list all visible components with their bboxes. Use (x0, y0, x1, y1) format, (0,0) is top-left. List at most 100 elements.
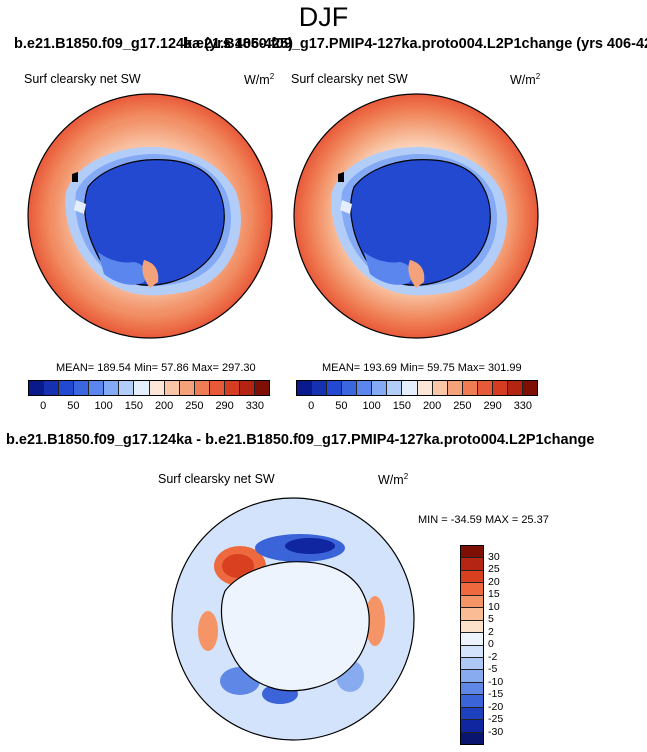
colorbar-swatch (74, 381, 90, 395)
colorbar-tick-label: 250 (185, 400, 204, 412)
colorbar-swatch (522, 381, 537, 395)
right-colorbar (296, 380, 538, 396)
colorbar-swatch (164, 381, 180, 395)
diff-units-label: W/m2 (378, 472, 409, 488)
colorbar-tick-label: 2 (488, 625, 494, 638)
antarctica-landmass (350, 159, 491, 286)
colorbar-swatch (297, 381, 313, 395)
colorbar-tick-label: 100 (362, 400, 381, 412)
colorbar-swatch (342, 381, 358, 395)
colorbar-tick-label: -2 (488, 650, 498, 663)
colorbar-tick-label: -20 (488, 700, 504, 713)
diff-variable-label: Surf clearsky net SW (158, 472, 275, 486)
colorbar-tick-label: 5 (488, 613, 494, 625)
colorbar-tick-label: 200 (154, 400, 174, 412)
left-colorbar (28, 380, 270, 396)
colorbar-swatch (507, 381, 523, 395)
colorbar-tick-label: 0 (40, 400, 47, 412)
colorbar-swatch (461, 645, 483, 658)
colorbar-tick-label: 10 (488, 600, 500, 613)
colorbar-tick-label: 50 (67, 400, 80, 412)
colorbar-tick-label: 330 (245, 400, 265, 412)
colorbar-swatch (254, 381, 269, 395)
colorbar-swatch (104, 381, 120, 395)
colorbar-swatch (402, 381, 418, 395)
colorbar-tick-label: -15 (488, 688, 504, 700)
colorbar-swatch (461, 608, 483, 621)
colorbar-swatch (417, 381, 433, 395)
colorbar-swatch (59, 381, 75, 395)
colorbar-tick-label: -5 (488, 663, 498, 675)
right-colorbar-ticks: 0 50 100 150 200 250 290 330 (296, 400, 538, 414)
colorbar-swatch (461, 633, 483, 646)
colorbar-tick-label: 250 (453, 400, 472, 412)
colorbar-swatch (462, 381, 478, 395)
right-stats: MEAN= 193.69 Min= 59.75 Max= 301.99 (322, 362, 522, 374)
colorbar-swatch (29, 381, 45, 395)
colorbar-swatch (179, 381, 195, 395)
left-stats: MEAN= 189.54 Min= 57.86 Max= 297.30 (56, 362, 256, 374)
colorbar-tick-label: 330 (513, 400, 533, 412)
colorbar-swatch (224, 381, 240, 395)
colorbar-tick-label: -10 (488, 675, 504, 688)
left-polar-map (27, 93, 273, 339)
colorbar-swatch (461, 695, 483, 708)
colorbar-swatch (461, 732, 483, 744)
antarctica-landmass (84, 159, 225, 286)
colorbar-tick-label: 50 (335, 400, 348, 412)
diff-colorbar-ticks: 30 25 20 15 10 5 2 0 -2 -5 -10 -15 -20 -25 -30 (488, 545, 528, 745)
colorbar-swatch (44, 381, 60, 395)
colorbar-swatch (357, 381, 373, 395)
colorbar-tick-label: 15 (488, 588, 500, 600)
right-polar-map (293, 93, 539, 339)
colorbar-tick-label: 100 (94, 400, 113, 412)
colorbar-swatch (372, 381, 388, 395)
colorbar-tick-label: 25 (488, 563, 500, 575)
colorbar-swatch (461, 558, 483, 571)
colorbar-swatch (119, 381, 135, 395)
colorbar-tick-label: 150 (392, 400, 412, 412)
colorbar-swatch (194, 381, 210, 395)
colorbar-tick-label: -25 (488, 713, 504, 725)
colorbar-swatch (89, 381, 105, 395)
left-colorbar-ticks: 0 50 100 150 200 250 290 330 (28, 400, 270, 414)
colorbar-swatch (461, 707, 483, 721)
colorbar-swatch (432, 381, 448, 395)
colorbar-swatch (447, 381, 463, 395)
diff-polar-map (171, 497, 415, 741)
colorbar-tick-label: 0 (308, 400, 315, 412)
left-variable-label: Surf clearsky net SW (24, 72, 141, 86)
colorbar-swatch (327, 381, 343, 395)
colorbar-swatch (461, 620, 483, 634)
left-units-label: W/m2 (244, 72, 275, 88)
colorbar-tick-label: 150 (124, 400, 144, 412)
right-variable-label: Surf clearsky net SW (291, 72, 408, 86)
colorbar-tick-label: 200 (422, 400, 442, 412)
colorbar-swatch (239, 381, 255, 395)
colorbar-swatch (312, 381, 328, 395)
colorbar-swatch (134, 381, 150, 395)
diff-title: b.e21.B1850.f09_g17.124ka - b.e21.B1850.… (6, 432, 595, 448)
colorbar-tick-label: 30 (488, 550, 500, 563)
colorbar-tick-label: 20 (488, 575, 500, 588)
diff-colorbar (460, 545, 484, 745)
diff-stats: MIN = -34.59 MAX = 25.37 (418, 514, 549, 526)
colorbar-swatch (461, 583, 483, 596)
colorbar-swatch (477, 381, 493, 395)
colorbar-swatch (461, 720, 483, 733)
colorbar-swatch (387, 381, 403, 395)
colorbar-swatch (461, 670, 483, 683)
colorbar-swatch (461, 546, 483, 559)
colorbar-swatch (461, 570, 483, 584)
colorbar-swatch (492, 381, 508, 395)
right-units-label: W/m2 (510, 72, 541, 88)
colorbar-swatch (209, 381, 225, 395)
colorbar-tick-label: 0 (488, 638, 494, 650)
colorbar-tick-label: 290 (483, 400, 502, 412)
colorbar-swatch (461, 657, 483, 671)
colorbar-swatch (149, 381, 165, 395)
antarctica-landmass (220, 561, 370, 692)
colorbar-swatch (461, 595, 483, 609)
colorbar-swatch (461, 682, 483, 696)
right-run-title: b.e21.B1850.f09_g17.PMIP4-127ka.proto004… (183, 36, 647, 52)
